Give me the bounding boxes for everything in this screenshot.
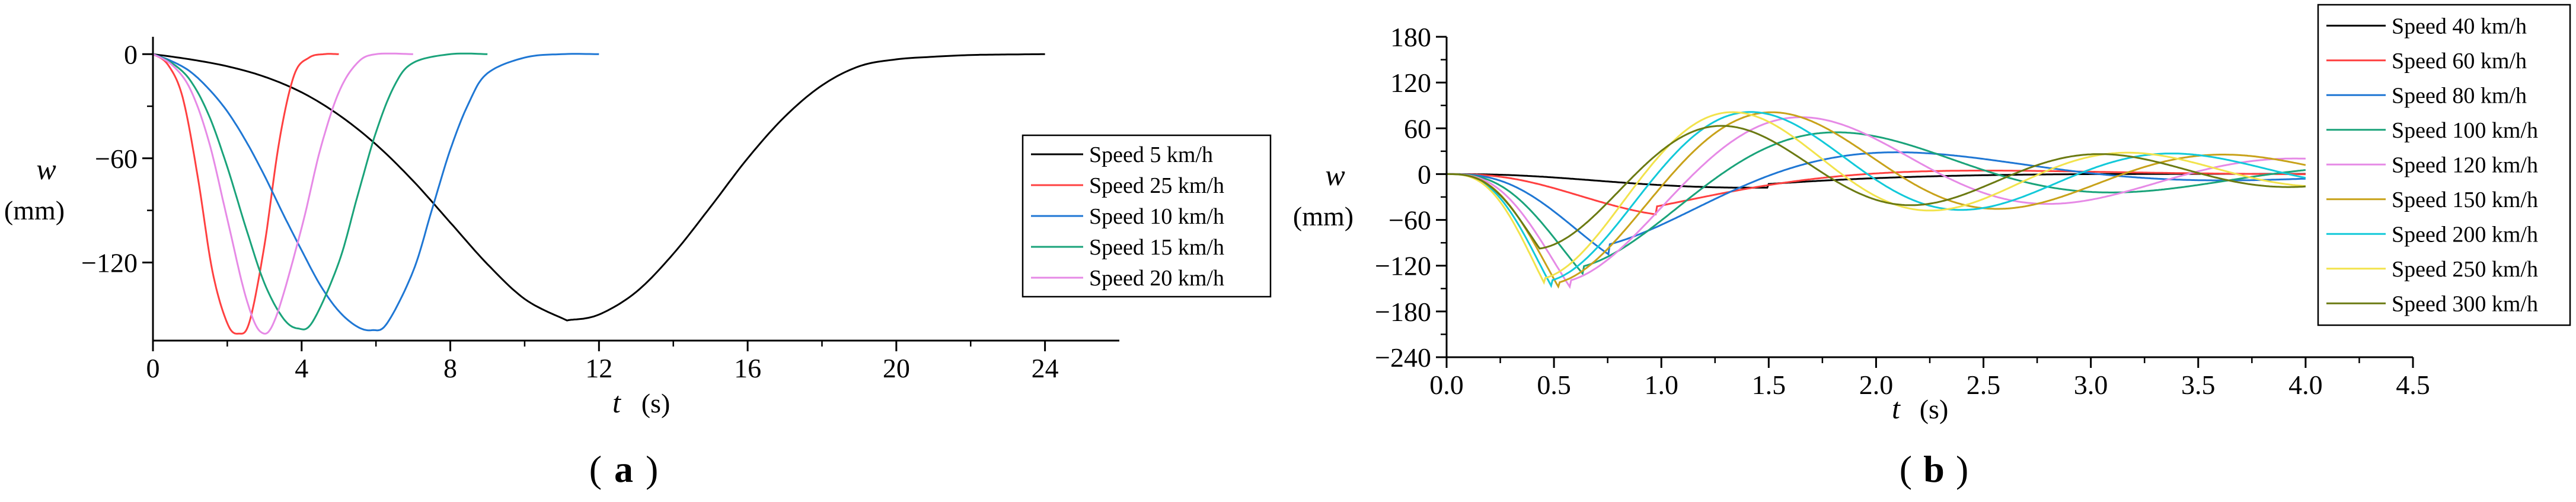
series-line — [1447, 151, 2306, 256]
legend-entry: Speed 300 km/h — [2392, 291, 2538, 316]
x-tick-label: 4 — [295, 353, 308, 383]
x-tick-label: 20 — [883, 353, 910, 383]
y-tick-label: 60 — [1404, 113, 1431, 144]
series-line — [152, 53, 339, 335]
xlabel-unit-a: (s) — [641, 388, 671, 418]
svg-text:(: ( — [589, 448, 602, 490]
series-line — [1447, 125, 2306, 250]
x-tick-label: 2.0 — [1859, 370, 1894, 400]
plot-area-b — [1447, 111, 2306, 290]
x-tick-label: 12 — [585, 353, 612, 383]
x-tick-label: 24 — [1032, 353, 1059, 383]
y-tick-label: −60 — [95, 144, 138, 174]
y-tick-label: 180 — [1390, 22, 1431, 52]
series-line — [152, 52, 488, 331]
series-line — [1447, 170, 2306, 215]
series-line — [1447, 111, 2306, 288]
y-tick-label: −120 — [1375, 251, 1431, 281]
x-tick-label: 16 — [734, 353, 761, 383]
y-tick-label: −180 — [1375, 297, 1431, 327]
legend-entry: Speed 120 km/h — [2392, 152, 2538, 177]
svg-text:(: ( — [1900, 448, 1912, 490]
series-line — [1447, 111, 2306, 289]
y-tick-label: −240 — [1375, 342, 1431, 373]
ylabel-w-b: w — [1325, 158, 1345, 192]
series-line — [152, 52, 413, 335]
x-tick-label: 0.0 — [1429, 370, 1464, 400]
ylabel-unit-b: (mm) — [1293, 201, 1354, 231]
x-tick-label: 1.5 — [1752, 370, 1786, 400]
legend-entry: Speed 60 km/h — [2392, 49, 2527, 74]
y-tick-label: 120 — [1390, 68, 1431, 98]
legend-entry: Speed 80 km/h — [2392, 83, 2527, 108]
series-line — [152, 53, 599, 332]
x-tick-label: 4.5 — [2396, 370, 2430, 400]
x-tick-label: 2.5 — [1967, 370, 2001, 400]
ylabel-unit-a: (mm) — [4, 195, 65, 225]
svg-text:b: b — [1923, 448, 1945, 490]
x-tick-label: 3.0 — [2074, 370, 2108, 400]
svg-text:): ) — [646, 448, 658, 490]
plot-area-a — [152, 52, 1045, 335]
y-tick-label: −120 — [81, 247, 138, 278]
panel-label-a: ( a ) — [589, 448, 659, 490]
legend-entry: Speed 15 km/h — [1089, 235, 1224, 260]
legend-entry: Speed 100 km/h — [2392, 118, 2538, 143]
series-line — [1447, 116, 2306, 290]
xlabel-t-a: t — [612, 386, 621, 419]
x-tick-label: 0 — [146, 353, 160, 383]
xlabel-unit-b: (s) — [1920, 394, 1949, 424]
axes-b: 0.0 0.5 1.0 1.5 2.0 2.5 3.0 3.5 4.0 4.5 −240 −180 −1… — [1375, 22, 2430, 400]
svg-text:): ) — [1956, 448, 1968, 490]
legend-entry: Speed 250 km/h — [2392, 257, 2538, 282]
ylabel-w-a: w — [36, 152, 56, 186]
series-line — [1447, 173, 2306, 189]
axes-a: 0 4 8 12 16 20 24 −120 −60 0 — [81, 37, 1119, 383]
xlabel-t-b: t — [1892, 392, 1901, 425]
panel-label-b: ( b ) — [1900, 448, 1969, 490]
panel-a: 0 4 8 12 16 20 24 −120 −60 0 Speed 5 km/h Speed 25… — [4, 37, 1272, 490]
legend-entry: Speed 40 km/h — [2392, 14, 2527, 39]
x-tick-label: 3.5 — [2181, 370, 2216, 400]
series-line — [1447, 111, 2306, 285]
x-tick-label: 8 — [443, 353, 457, 383]
panel-b: 0.0 0.5 1.0 1.5 2.0 2.5 3.0 3.5 4.0 4.5 −240 −180 −1… — [1293, 4, 2571, 490]
x-tick-label: 1.0 — [1644, 370, 1678, 400]
y-tick-label: −60 — [1388, 205, 1431, 236]
legend-b: Speed 40 km/h Speed 60 km/h Speed 80 km/h S… — [2317, 4, 2571, 326]
y-tick-label: 0 — [124, 39, 138, 69]
legend-entry: Speed 20 km/h — [1089, 266, 1224, 291]
legend-entry: Speed 25 km/h — [1089, 173, 1224, 198]
legend-entry: Speed 150 km/h — [2392, 188, 2538, 212]
legend-entry: Speed 10 km/h — [1089, 204, 1224, 229]
legend-entry: Speed 5 km/h — [1089, 142, 1213, 167]
x-tick-label: 0.5 — [1537, 370, 1571, 400]
series-line — [152, 53, 1045, 322]
legend-entry: Speed 200 km/h — [2392, 222, 2538, 247]
legend-a: Speed 5 km/h Speed 25 km/h Speed 10 km/h Sp… — [1022, 134, 1272, 298]
svg-text:a: a — [614, 448, 633, 490]
y-tick-label: 0 — [1418, 159, 1431, 189]
x-tick-label: 4.0 — [2288, 370, 2323, 400]
